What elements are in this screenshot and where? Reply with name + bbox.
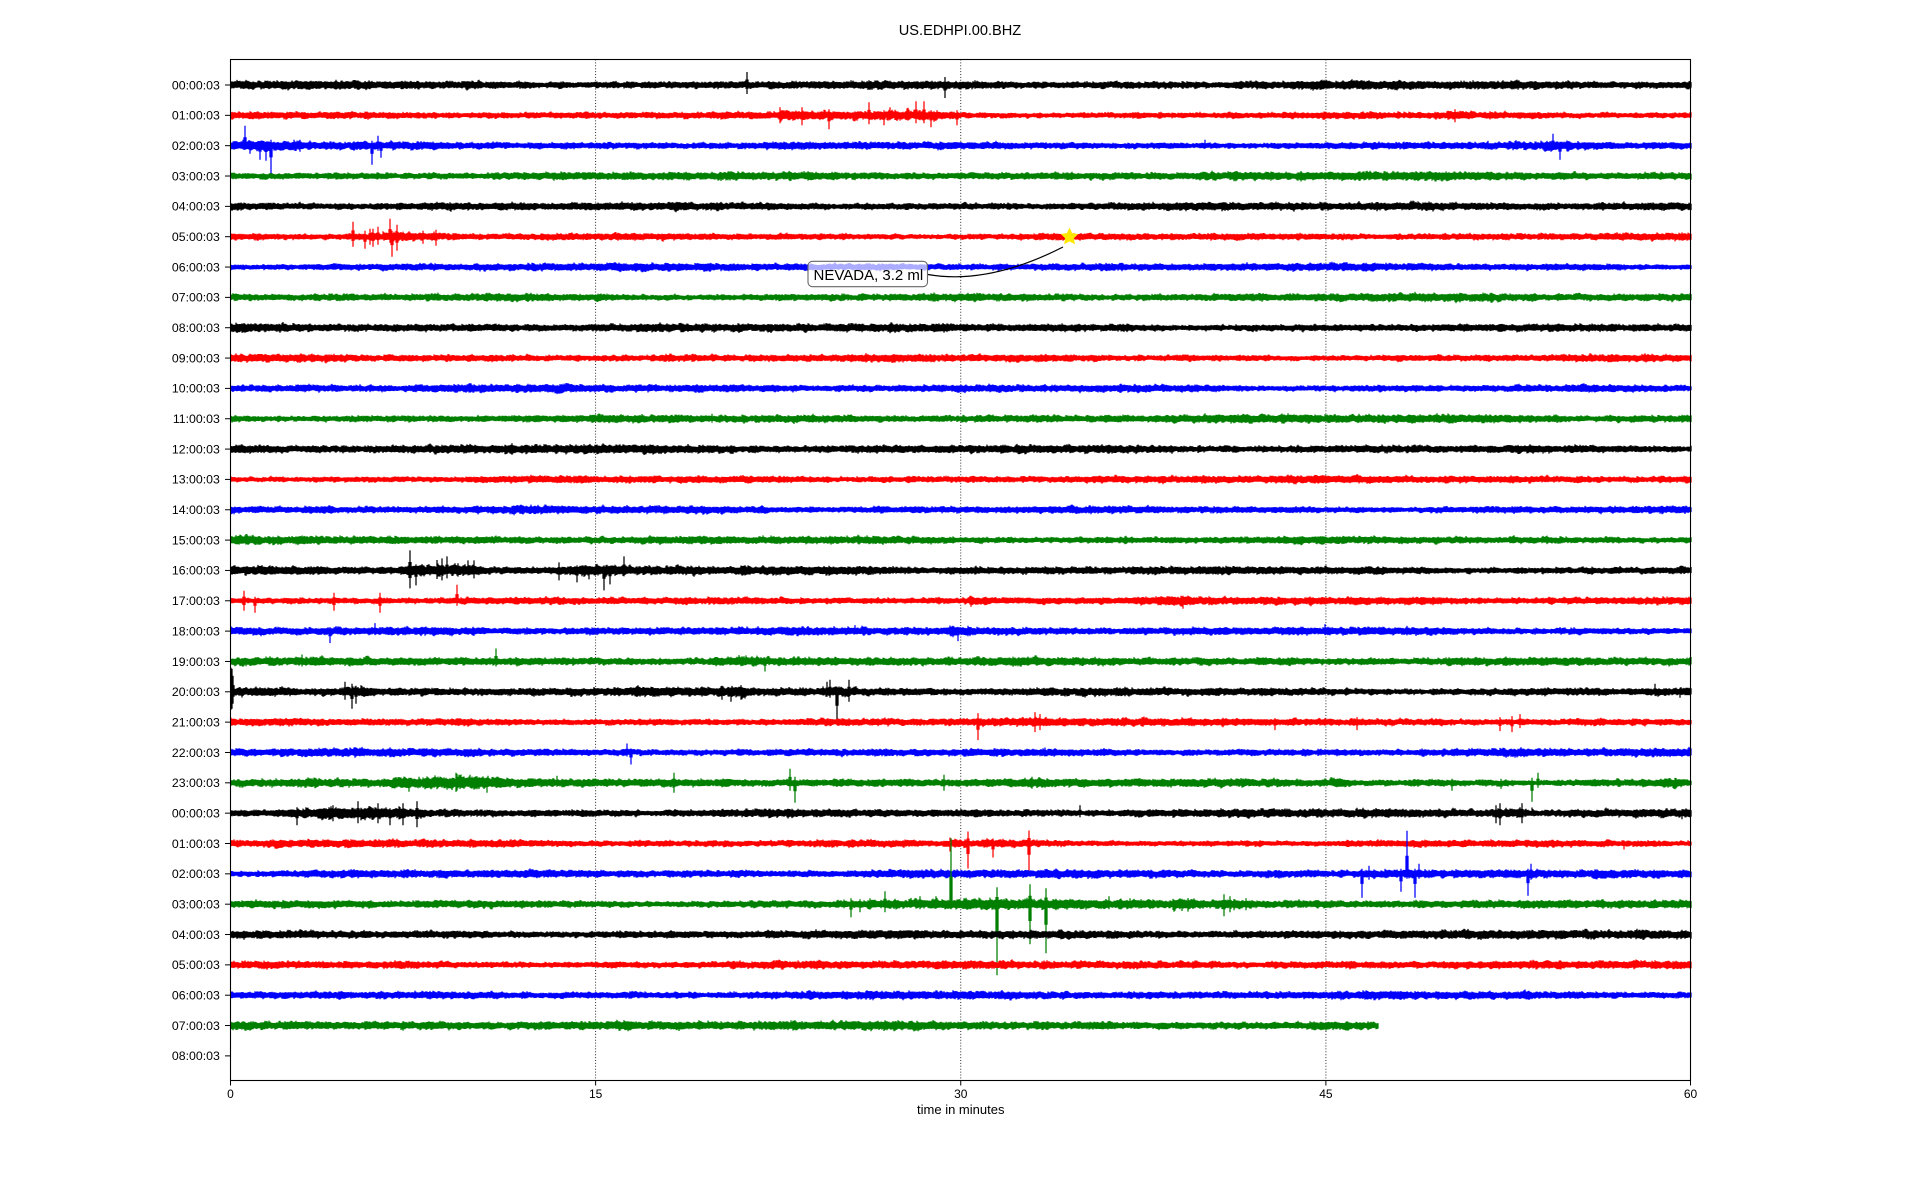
svg-text:02:00:03: 02:00:03 xyxy=(172,867,220,881)
svg-text:11:00:03: 11:00:03 xyxy=(173,412,220,426)
svg-text:01:00:03: 01:00:03 xyxy=(172,837,220,851)
svg-text:06:00:03: 06:00:03 xyxy=(172,989,220,1003)
svg-text:04:00:03: 04:00:03 xyxy=(172,928,220,942)
svg-text:19:00:03: 19:00:03 xyxy=(172,655,220,669)
svg-text:22:00:03: 22:00:03 xyxy=(172,746,220,760)
svg-text:16:00:03: 16:00:03 xyxy=(172,564,220,578)
svg-text:05:00:03: 05:00:03 xyxy=(172,230,220,244)
svg-text:18:00:03: 18:00:03 xyxy=(172,624,220,638)
svg-text:time in minutes: time in minutes xyxy=(917,1102,1005,1117)
svg-text:07:00:03: 07:00:03 xyxy=(172,291,220,305)
svg-text:45: 45 xyxy=(1319,1087,1333,1101)
svg-text:30: 30 xyxy=(954,1087,968,1101)
svg-text:21:00:03: 21:00:03 xyxy=(172,715,220,729)
svg-text:15:00:03: 15:00:03 xyxy=(172,533,220,547)
svg-text:09:00:03: 09:00:03 xyxy=(172,351,220,365)
svg-text:17:00:03: 17:00:03 xyxy=(172,594,220,608)
svg-text:NEVADA, 3.2 ml: NEVADA, 3.2 ml xyxy=(814,267,924,284)
svg-text:03:00:03: 03:00:03 xyxy=(172,169,220,183)
svg-text:01:00:03: 01:00:03 xyxy=(172,109,220,123)
svg-text:00:00:03: 00:00:03 xyxy=(172,78,220,92)
svg-text:23:00:03: 23:00:03 xyxy=(172,776,220,790)
svg-text:14:00:03: 14:00:03 xyxy=(172,503,220,517)
svg-text:0: 0 xyxy=(227,1087,234,1101)
svg-text:08:00:03: 08:00:03 xyxy=(172,1049,220,1063)
svg-text:10:00:03: 10:00:03 xyxy=(172,382,220,396)
svg-text:06:00:03: 06:00:03 xyxy=(172,260,220,274)
svg-text:03:00:03: 03:00:03 xyxy=(172,897,220,911)
svg-text:12:00:03: 12:00:03 xyxy=(172,442,220,456)
svg-text:15: 15 xyxy=(589,1087,603,1101)
svg-text:US.EDHPI.00.BHZ: US.EDHPI.00.BHZ xyxy=(899,23,1022,39)
svg-text:20:00:03: 20:00:03 xyxy=(172,685,220,699)
svg-text:04:00:03: 04:00:03 xyxy=(172,200,220,214)
svg-text:13:00:03: 13:00:03 xyxy=(172,473,220,487)
svg-text:08:00:03: 08:00:03 xyxy=(172,321,220,335)
svg-text:00:00:03: 00:00:03 xyxy=(172,806,220,820)
svg-text:07:00:03: 07:00:03 xyxy=(172,1019,220,1033)
svg-text:02:00:03: 02:00:03 xyxy=(172,139,220,153)
svg-text:60: 60 xyxy=(1684,1087,1698,1101)
svg-text:05:00:03: 05:00:03 xyxy=(172,958,220,972)
